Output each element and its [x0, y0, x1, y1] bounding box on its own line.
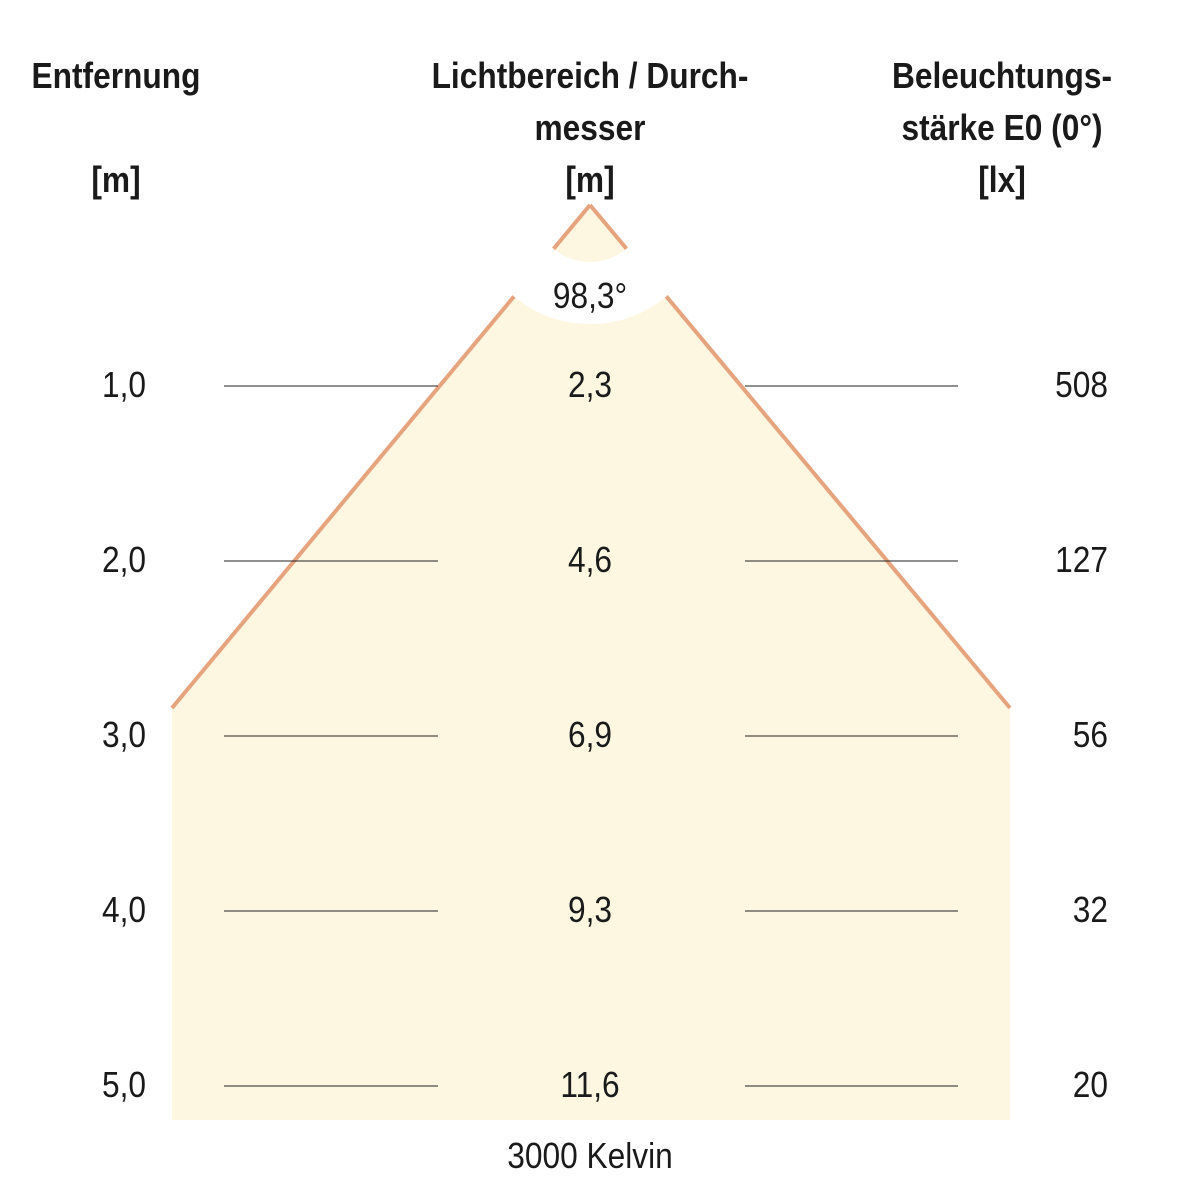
- illuminance-value: 20: [1072, 1064, 1108, 1105]
- illuminance-value: 56: [1072, 714, 1108, 755]
- header-illuminance-unit: [lx]: [978, 159, 1026, 200]
- light-cone-fill: [172, 205, 1010, 1120]
- distance-value: 2,0: [101, 539, 146, 580]
- illuminance-value: 127: [1055, 539, 1108, 580]
- header-diameter-title-1: Lichtbereich / Durch-: [431, 55, 749, 96]
- illuminance-value: 508: [1055, 364, 1108, 405]
- distance-value: 3,0: [101, 714, 146, 755]
- header-distance-title: Entfernung: [31, 55, 201, 96]
- header-diameter: Lichtbereich / Durch- messer [m]: [414, 50, 766, 206]
- diameter-value: 4,6: [567, 539, 613, 580]
- diameter-value: 9,3: [567, 889, 613, 930]
- beam-angle-arc: [486, 232, 694, 324]
- distance-value: 5,0: [101, 1064, 146, 1105]
- header-illuminance: Beleuchtungs- stärke E0 (0°) [lx]: [879, 50, 1125, 206]
- distance-value: 4,0: [101, 889, 146, 930]
- beam-angle-label: 98,3°: [552, 275, 628, 316]
- header-illuminance-title-1: Beleuchtungs-: [891, 55, 1112, 96]
- distance-value: 1,0: [101, 364, 146, 405]
- diameter-value: 2,3: [567, 364, 613, 405]
- header-illuminance-title-2: stärke E0 (0°): [901, 107, 1103, 148]
- illuminance-value: 32: [1072, 889, 1108, 930]
- color-temperature-label: 3000 Kelvin: [507, 1135, 673, 1176]
- header-diameter-title-2: messer: [534, 107, 646, 148]
- header-distance: Entfernung [m]: [28, 50, 204, 206]
- diameter-value: 11,6: [560, 1064, 620, 1105]
- header-diameter-unit: [m]: [565, 159, 615, 200]
- header-distance-unit: [m]: [91, 159, 141, 200]
- diameter-value: 6,9: [567, 714, 613, 755]
